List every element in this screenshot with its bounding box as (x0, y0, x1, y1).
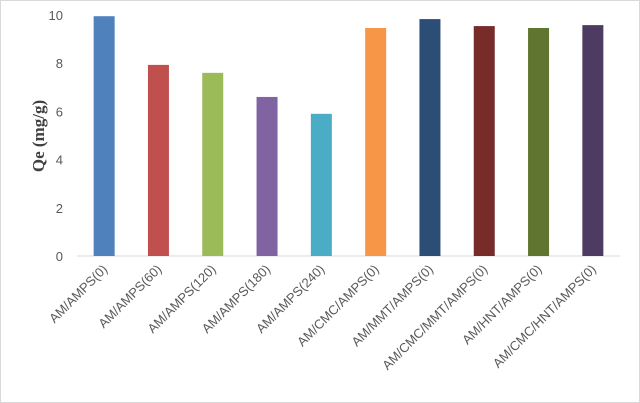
y-tick-label: 8 (56, 56, 63, 71)
bar (582, 25, 604, 257)
y-tick-label: 2 (56, 201, 63, 216)
bar (202, 72, 224, 256)
y-axis-label: Qe (mg/g) (29, 100, 48, 172)
bar (147, 64, 169, 257)
y-tick-label: 0 (56, 249, 63, 264)
y-tick-label: 4 (56, 153, 63, 168)
y-tick-label: 6 (56, 104, 63, 119)
bar (473, 26, 495, 257)
bar (528, 28, 550, 256)
bar (419, 19, 441, 256)
bar (310, 113, 332, 256)
y-tick-label: 10 (49, 8, 63, 23)
bar (93, 16, 115, 256)
bar (256, 96, 278, 256)
bar (365, 28, 387, 256)
